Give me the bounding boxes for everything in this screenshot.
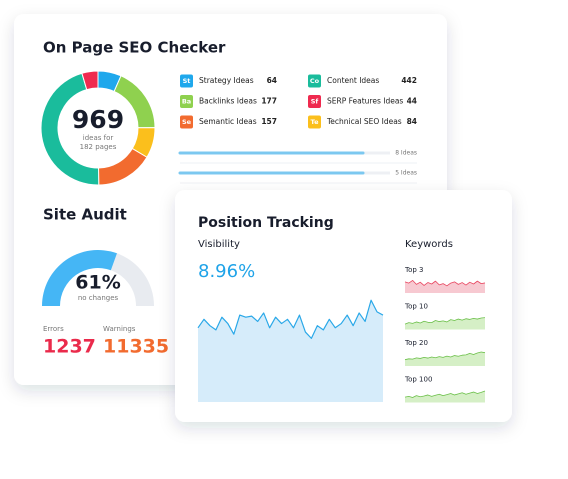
progress-label: 8 Ideas bbox=[395, 150, 417, 157]
badge-text: Te bbox=[311, 118, 320, 126]
line bbox=[197, 299, 384, 339]
warnings-label: Warnings bbox=[103, 325, 136, 333]
audit-score: 61% bbox=[75, 272, 120, 294]
area-fill bbox=[405, 280, 485, 293]
badge bbox=[308, 95, 321, 108]
item-name: Technical SEO Ideas bbox=[326, 117, 402, 126]
line bbox=[404, 390, 486, 398]
badge-text: Sf bbox=[311, 98, 319, 106]
audit-caption: no changes bbox=[78, 294, 119, 302]
keywords-label: Keywords bbox=[405, 239, 453, 250]
errors-label: Errors bbox=[43, 325, 64, 333]
gauge-track bbox=[110, 253, 154, 306]
visibility-value: 8.96% bbox=[198, 261, 255, 282]
area-fill bbox=[198, 300, 383, 402]
badge bbox=[308, 115, 321, 129]
item-name: SERP Features Ideas bbox=[327, 97, 403, 106]
badge-text: Ba bbox=[182, 98, 191, 106]
donut-caption: 182 pages bbox=[80, 143, 117, 151]
item-value: 157 bbox=[261, 117, 277, 126]
badge bbox=[308, 74, 321, 88]
errors-value: 1237 bbox=[43, 336, 96, 358]
badge bbox=[180, 95, 193, 108]
area-fill bbox=[405, 351, 485, 366]
donut-total: 969 bbox=[72, 105, 124, 134]
keyword-name: Top 20 bbox=[404, 339, 428, 347]
item-name: Content Ideas bbox=[327, 76, 379, 85]
item-name: Strategy Ideas bbox=[199, 76, 254, 85]
item-value: 84 bbox=[407, 117, 417, 126]
warnings-value: 11335 bbox=[103, 336, 169, 358]
gauge-value bbox=[42, 249, 117, 306]
donut-caption: ideas for bbox=[83, 134, 114, 142]
audit-title: Site Audit bbox=[43, 206, 127, 224]
badge bbox=[180, 74, 193, 88]
line bbox=[404, 280, 486, 287]
item-name: Backlinks Ideas bbox=[199, 97, 257, 106]
item-name: Semantic Ideas bbox=[199, 117, 257, 126]
progress-label: 5 Ideas bbox=[395, 170, 417, 177]
progress-rows bbox=[178, 151, 417, 184]
keyword-name: Top 3 bbox=[404, 266, 424, 274]
item-value: 442 bbox=[401, 76, 417, 85]
item-value: 177 bbox=[261, 97, 277, 106]
badge bbox=[180, 115, 193, 129]
line bbox=[404, 317, 486, 325]
tracking-title: Position Tracking bbox=[198, 215, 334, 231]
line bbox=[404, 351, 486, 361]
keyword-name: Top 100 bbox=[404, 376, 432, 384]
badge-text: St bbox=[183, 77, 191, 85]
area-fill bbox=[405, 317, 485, 330]
item-value: 44 bbox=[407, 97, 417, 106]
item-value: 64 bbox=[267, 76, 277, 85]
keyword-name: Top 10 bbox=[404, 303, 428, 311]
badge-text: Co bbox=[310, 77, 320, 85]
donut-segment bbox=[81, 70, 99, 91]
seo-title: On Page SEO Checker bbox=[43, 39, 226, 57]
badge-text: Se bbox=[182, 118, 192, 126]
visibility-label: Visibility bbox=[198, 239, 240, 250]
